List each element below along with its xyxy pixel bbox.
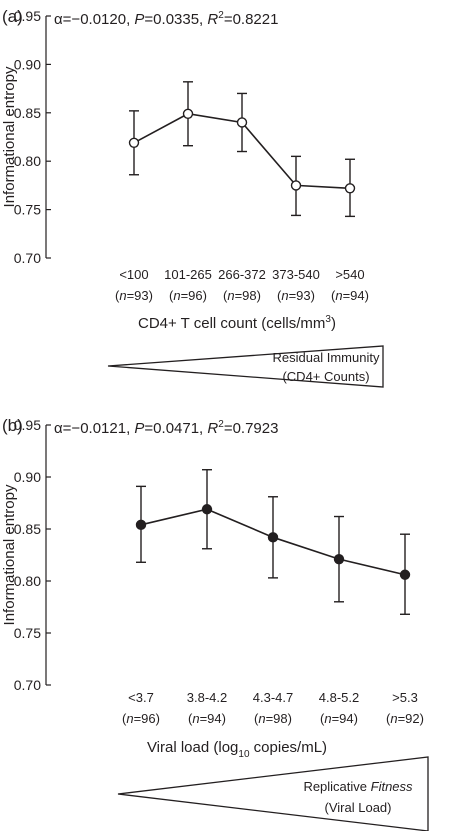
x-sample-size-label: (n=93) [115,288,153,303]
x-category-label: <100 [119,267,148,282]
x-axis-label: Viral load (log10 copies/mL) [147,739,327,760]
x-category-label: >5.3 [392,690,418,705]
y-tick-label: 0.90 [14,56,41,72]
x-category-label: 373-540 [272,267,320,282]
x-category-label: 101-265 [164,267,212,282]
x-category-label: <3.7 [128,690,154,705]
x-category-label: 4.8-5.2 [319,690,359,705]
data-point [128,137,140,149]
data-point [236,117,248,128]
data-point [201,504,213,515]
x-sample-size-label: (n=92) [386,711,424,726]
y-tick-label: 0.95 [14,417,41,433]
y-tick-label: 0.90 [14,469,41,485]
data-point [333,553,345,565]
x-sample-size-label: (n=94) [320,711,358,726]
gradient-wedge [107,345,384,388]
y-axis-label: Informational entropy [1,484,18,625]
wedge-sublabel: (Viral Load) [325,800,392,815]
y-tick-label: 0.80 [14,573,41,589]
x-sample-size-label: (n=93) [277,288,315,303]
x-sample-size-label: (n=94) [331,288,369,303]
x-category-label: >540 [335,267,364,282]
panel-label: (b) [2,416,23,435]
chart-panel-a: (a) α=−0.0120, P=0.0335, R2=0.8221 0.70 0.7… [1,7,384,388]
y-tick-label: 0.75 [14,202,41,218]
y-tick-label: 0.75 [14,625,41,641]
x-category-label: 4.3-4.7 [253,690,293,705]
regression-stats: α=−0.0121, P=0.0471, R2=0.7923 [54,419,278,437]
x-sample-size-label: (n=98) [254,711,292,726]
x-sample-size-label: (n=96) [122,711,160,726]
data-point [344,183,356,194]
y-tick-label: 0.85 [14,521,41,537]
x-axis-label: CD4+ T cell count (cells/mm3) [138,314,336,332]
chart-panel-b: (b) α=−0.0121, P=0.0471, R2=0.7923 0.70 0.7… [1,416,429,831]
y-tick-label: 0.70 [14,677,41,693]
x-category-label: 3.8-4.2 [187,690,227,705]
wedge-label: Residual Immunity [273,350,380,365]
y-tick-label: 0.95 [14,8,41,24]
y-axis-label: Informational entropy [1,66,18,207]
x-sample-size-label: (n=96) [169,288,207,303]
wedge-sublabel: (CD4+ Counts) [282,369,369,384]
panel-label: (a) [2,7,23,26]
x-category-label: 266-372 [218,267,266,282]
data-point [290,180,302,191]
gradient-wedge [117,756,429,831]
y-tick-label: 0.85 [14,105,41,121]
regression-stats: α=−0.0120, P=0.0335, R2=0.8221 [54,10,278,28]
y-tick-label: 0.70 [14,250,41,266]
data-point [135,519,147,531]
y-tick-label: 0.80 [14,153,41,169]
data-point [267,532,279,543]
wedge-label: Replicative Fitness [303,779,413,794]
x-sample-size-label: (n=94) [188,711,226,726]
data-point [182,108,194,119]
data-point [399,569,411,580]
x-sample-size-label: (n=98) [223,288,261,303]
